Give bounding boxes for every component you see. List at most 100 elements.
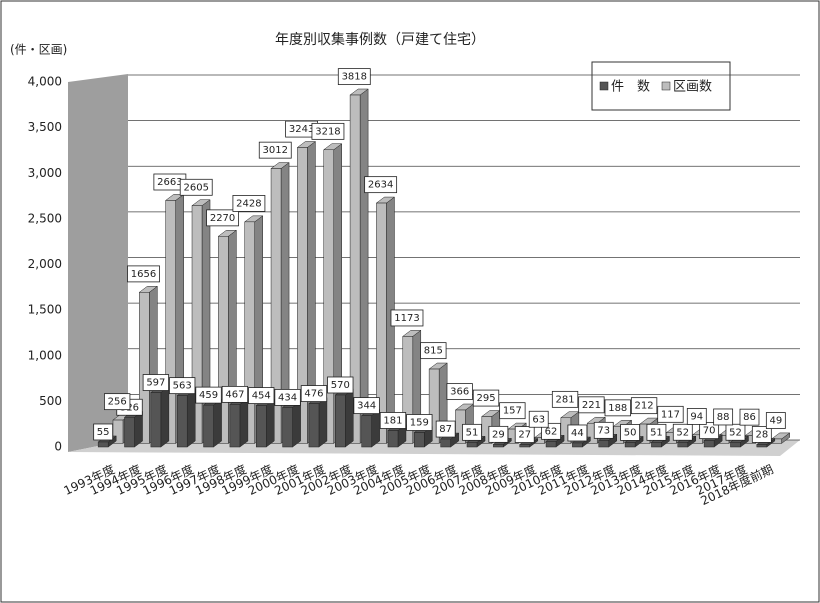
value-label: 366 [450,387,469,398]
value-label: 94 [690,411,703,422]
bar [428,368,440,444]
value-label-box [337,68,371,86]
value-label: 52 [676,427,689,438]
value-label-box [142,374,170,391]
value-label-box [364,176,398,194]
value-label: 157 [503,406,522,417]
bar [282,407,293,448]
legend-swatch [599,81,609,91]
y-tick-label: 0 [54,440,62,454]
value-label-box [751,426,772,443]
value-label: 344 [357,401,376,412]
value-label-box [300,385,328,402]
value-label: 55 [97,427,110,438]
value-label-box [93,423,114,441]
value-label: 51 [466,427,479,438]
bar-side [318,397,328,448]
bar [244,221,255,444]
value-label-box [258,141,292,159]
value-label-box [248,387,275,404]
y-tick-label: 2,000 [28,257,62,271]
bar [270,168,282,444]
value-label-box [311,122,345,140]
value-label-box [462,423,482,441]
bar-side [239,397,249,448]
y-tick-label: 1,500 [28,303,62,317]
y-tick-label: 3,500 [28,120,62,134]
value-label: 570 [331,380,350,391]
bar [203,404,214,448]
value-label: 117 [661,409,680,420]
bar [624,442,636,448]
value-label: 27 [518,430,531,441]
bar [255,405,267,448]
bar [414,432,425,448]
bar-side [292,400,301,448]
value-label: 86 [743,412,756,423]
value-label-box [578,396,605,414]
bar [218,236,229,444]
bar [176,395,188,448]
value-label-box [646,423,667,441]
value-label-box [446,383,473,401]
bar [150,392,162,448]
value-label-box [657,405,684,423]
value-label: 50 [624,427,637,438]
value-label: 159 [410,417,429,428]
value-label: 2270 [210,213,235,224]
bar-side [359,88,369,444]
value-label-box [604,399,631,417]
value-label: 295 [476,393,495,404]
bar [402,336,414,444]
value-label-box [765,412,786,429]
value-label: 434 [278,392,297,403]
bar [440,438,451,448]
bar-side [345,388,354,448]
value-label-box [390,309,424,327]
y-tick-label: 4,000 [28,75,62,89]
bar [335,394,346,448]
value-label-box [169,377,196,395]
value-label-box [127,265,160,283]
value-label: 63 [532,414,545,425]
value-label-box [221,385,249,403]
value-label-box [379,412,407,429]
value-label: 467 [225,389,244,400]
value-label-box [420,342,447,360]
value-label: 597 [146,378,165,389]
value-label: 2634 [368,180,393,191]
value-label: 1173 [394,313,419,324]
value-label: 29 [492,429,505,440]
value-label: 454 [252,391,271,402]
bar-side [371,409,380,448]
chart-title: 年度別収集事例数（戸建て住宅） [275,31,485,48]
value-label: 70 [703,426,716,437]
y-tick-label: 3,000 [28,166,62,180]
side-wall [68,74,128,452]
value-label: 2605 [183,182,208,193]
value-label-box [274,388,301,406]
value-label: 3218 [315,126,340,137]
bar [519,444,530,448]
value-label-box [567,424,588,442]
value-label: 2428 [236,198,261,209]
value-label: 181 [383,415,402,426]
value-label: 476 [304,389,323,400]
value-label: 563 [173,381,192,392]
legend-label: 区画数 [673,80,712,95]
value-label-box [179,178,213,196]
value-label-box [406,414,433,431]
bar-side [266,399,275,448]
value-label: 3012 [263,145,288,156]
value-label: 815 [424,346,443,357]
value-label-box [672,423,693,441]
legend-swatch [661,81,671,91]
bar [572,442,583,448]
bar [165,200,176,444]
value-label: 281 [556,394,575,405]
value-label-box [551,390,579,408]
value-label: 2663 [157,177,182,188]
value-label: 44 [571,428,584,439]
value-label-box [327,376,354,394]
